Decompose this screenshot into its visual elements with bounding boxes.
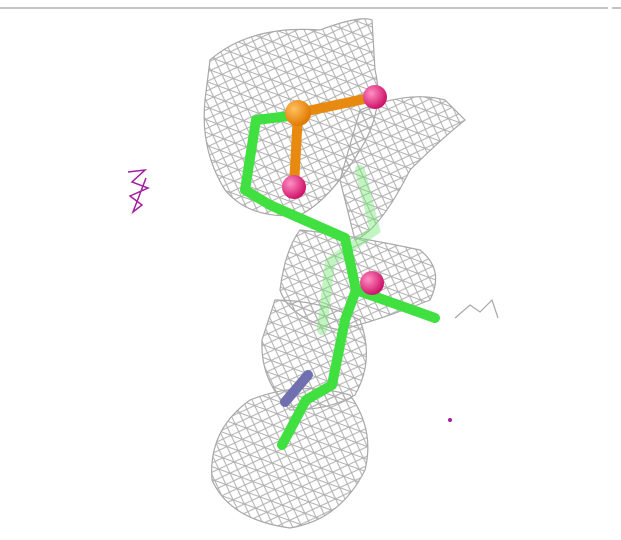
- atom-phosphorus: [285, 100, 311, 126]
- mesh-fragment: [454, 298, 499, 319]
- atom-oxygen: [363, 85, 387, 109]
- mesh-blob: [211, 387, 369, 529]
- bond-chain: [277, 285, 361, 450]
- bond-faint: [317, 165, 381, 335]
- mesh-fragment-purple: [127, 168, 150, 215]
- dot: [448, 418, 452, 422]
- atom-oxygen: [360, 271, 384, 295]
- atom-oxygen: [282, 175, 306, 199]
- mesh-blob: [339, 96, 466, 241]
- stick-model: [240, 85, 440, 450]
- bond-nitrogen: [280, 370, 313, 407]
